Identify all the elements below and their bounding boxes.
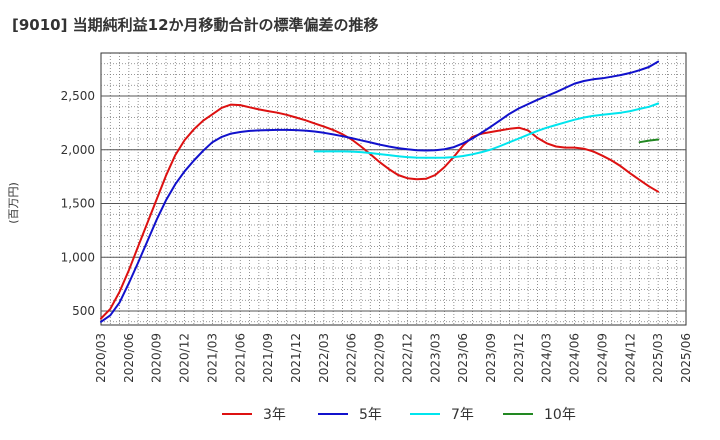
x-tick-label: 2021/03 xyxy=(205,333,219,383)
y-tick-label: 2,500 xyxy=(61,89,95,103)
x-tick-label: 2022/12 xyxy=(400,333,414,383)
plot-frame xyxy=(100,52,687,326)
series-line-0 xyxy=(100,103,660,320)
x-tick-label: 2020/12 xyxy=(178,333,192,383)
series-line-3 xyxy=(638,138,660,144)
legend-label-1: 5年 xyxy=(359,407,382,423)
x-tick-label: 2024/06 xyxy=(568,333,582,383)
legend: 3年 5年 7年 10年 xyxy=(222,407,576,423)
x-tick-label: 2025/06 xyxy=(679,333,693,383)
x-tick-label: 2023/09 xyxy=(484,333,498,383)
x-tick-label: 2020/03 xyxy=(94,333,108,383)
x-tick-label: 2022/03 xyxy=(317,333,331,383)
x-tick-label: 2020/06 xyxy=(122,333,136,383)
x-tick-label: 2022/06 xyxy=(345,333,359,383)
x-tick-label: 2023/12 xyxy=(512,333,526,383)
x-tick-label: 2024/03 xyxy=(540,333,554,383)
x-tick-label: 2022/09 xyxy=(373,333,387,383)
y-tick-label: 500 xyxy=(72,304,95,318)
y-tick-label: 2,000 xyxy=(61,143,95,157)
x-tick-label: 2021/09 xyxy=(261,333,275,383)
series-lines xyxy=(100,60,660,323)
x-tick-label: 2025/03 xyxy=(651,333,665,383)
x-tick-label: 2024/12 xyxy=(623,333,637,383)
plot-area xyxy=(100,52,687,326)
y-axis-label: (百万円) xyxy=(7,182,20,224)
legend-label-2: 7年 xyxy=(451,407,474,423)
x-tick-label: 2020/09 xyxy=(150,333,164,383)
y-axis: 500 1,000 1,500 2,000 2,500 xyxy=(61,89,95,318)
y-tick-label: 1,000 xyxy=(61,250,95,264)
legend-label-0: 3年 xyxy=(263,407,286,423)
x-tick-label: 2021/12 xyxy=(289,333,303,383)
y-tick-label: 1,500 xyxy=(61,197,95,211)
series-line-2 xyxy=(313,102,660,159)
x-tick-label: 2024/09 xyxy=(595,333,609,383)
x-tick-label: 2021/06 xyxy=(233,333,247,383)
chart-title: [9010] 当期純利益12か月移動合計の標準偏差の推移 xyxy=(12,16,379,34)
x-tick-label: 2023/03 xyxy=(428,333,442,383)
series-line-1 xyxy=(100,60,660,323)
legend-label-3: 10年 xyxy=(544,407,576,423)
x-axis: 2020/03 2020/06 2020/09 2020/12 2021/03 2021/… xyxy=(94,333,693,383)
x-tick-label: 2023/06 xyxy=(456,333,470,383)
